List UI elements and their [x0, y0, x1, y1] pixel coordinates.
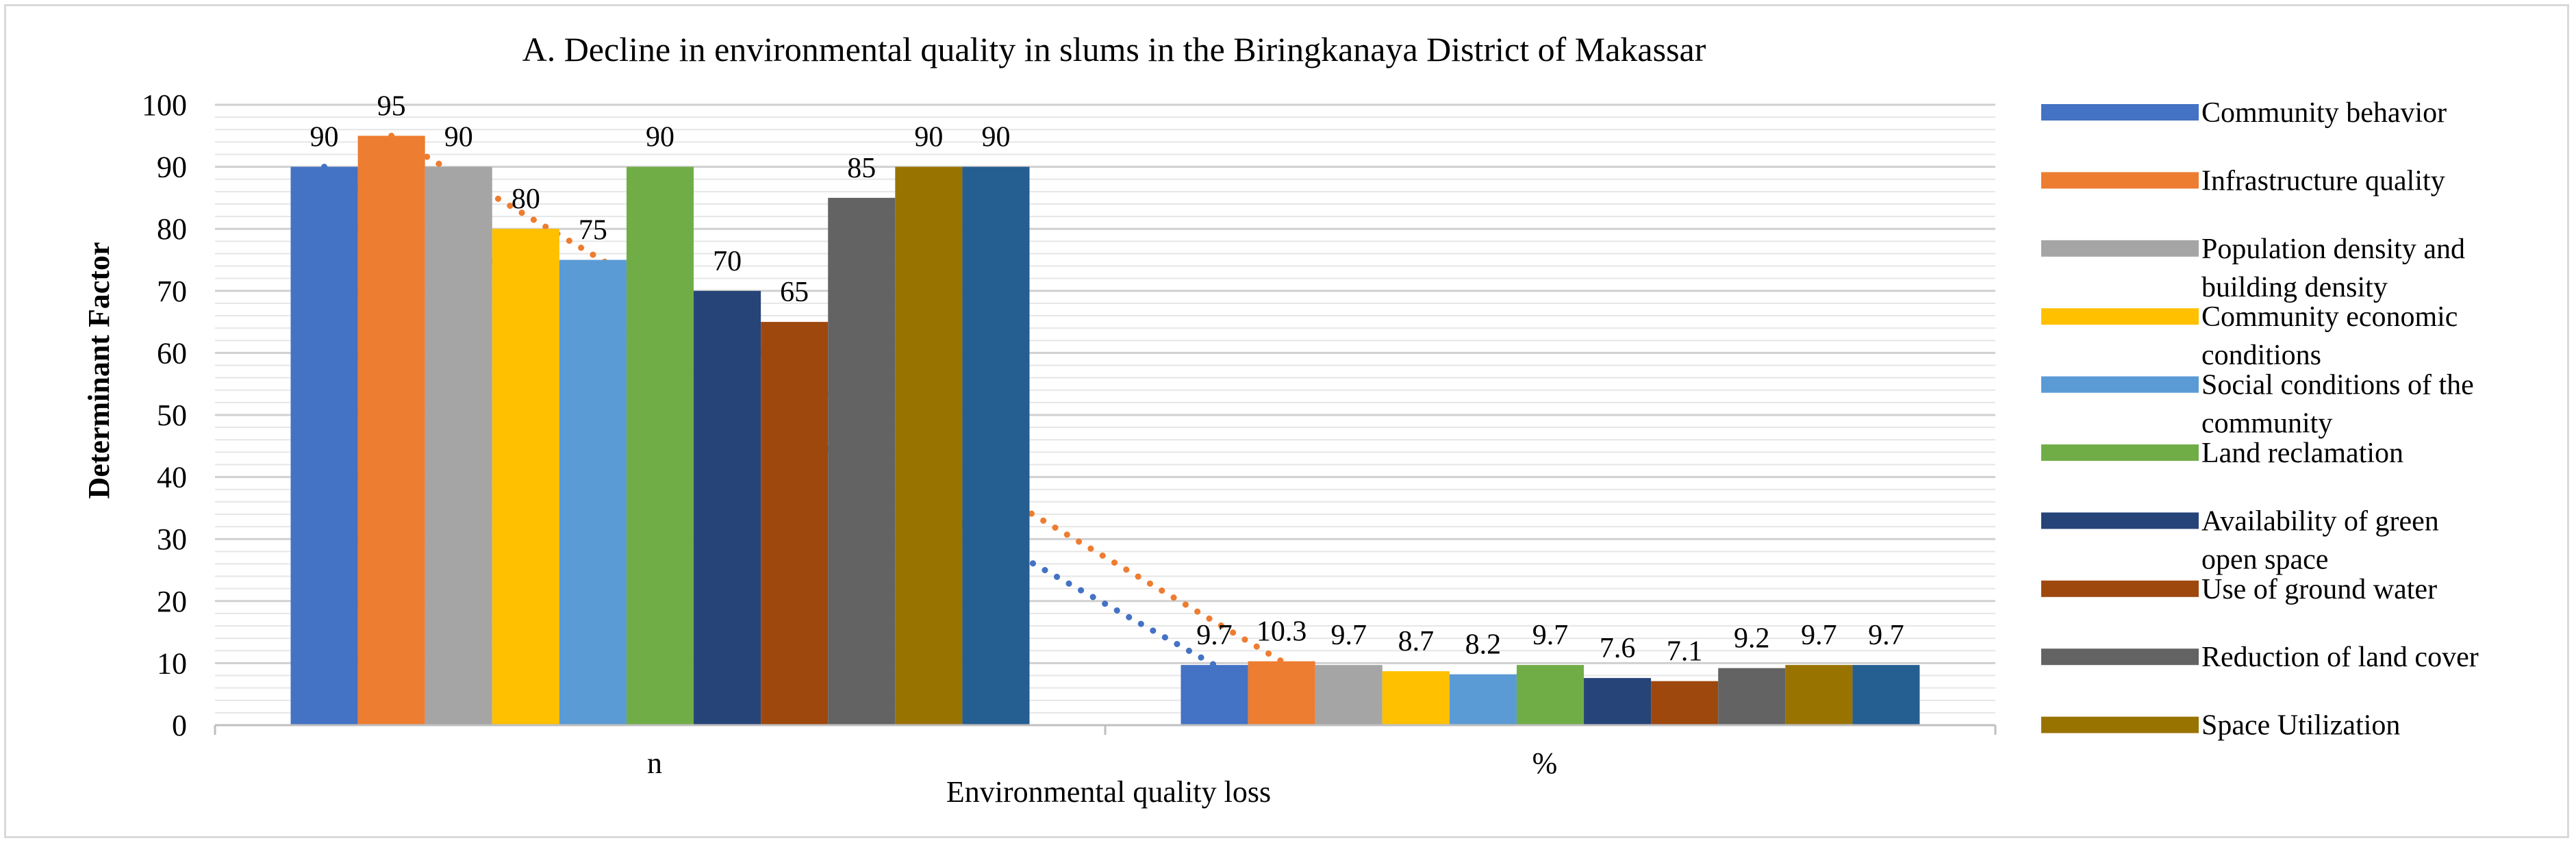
bar	[1315, 665, 1382, 725]
legend-swatch	[2041, 172, 2199, 189]
bar	[1180, 665, 1248, 725]
legend-label: Community behavior	[2201, 97, 2447, 129]
chart-title: A. Decline in environmental quality in s…	[522, 30, 1706, 68]
y-tick-label: 10	[157, 646, 187, 680]
legend-swatch	[2041, 580, 2199, 597]
bar	[290, 166, 358, 726]
data-label: 10.3	[1257, 616, 1307, 648]
data-label: 9.7	[1868, 620, 1904, 651]
data-label: 8.2	[1465, 629, 1502, 661]
y-tick-label: 80	[157, 212, 187, 246]
bar	[1382, 671, 1450, 725]
y-tick-label: 90	[157, 151, 187, 184]
legend-label: Population density and	[2201, 234, 2465, 265]
legend-label: Community economic	[2201, 301, 2458, 333]
data-label: 90	[981, 122, 1010, 153]
x-axis: n%	[214, 724, 1997, 780]
legend-swatch	[2041, 512, 2199, 529]
bar	[425, 166, 492, 726]
y-axis-ticks: 0 10 20 30 40 50 60 70 80 90 100	[142, 88, 187, 742]
data-label: 90	[646, 122, 674, 153]
x-axis-title: Environmental quality loss	[946, 775, 1271, 809]
y-tick-label: 20	[157, 585, 187, 618]
bar	[559, 260, 627, 725]
bar-chart: 90 95 90 80 75 90 70 65 85 90 90 9.7 10.3 9.7 8.7 8.2 9.…	[82, 30, 2479, 809]
legend-label: Space Utilization	[2201, 710, 2400, 742]
y-tick-label: 100	[142, 88, 187, 122]
bar	[1651, 681, 1719, 725]
legend-swatch	[2041, 376, 2199, 393]
y-tick-label: 40	[157, 461, 187, 494]
legend-label: Use of ground water	[2201, 574, 2437, 605]
legend-label: Social conditions of the	[2201, 370, 2474, 401]
data-label: 9.2	[1734, 623, 1770, 655]
x-tick-label: n	[647, 746, 662, 780]
bar	[1449, 674, 1517, 725]
legend: Community behavior Infrastructure quality…	[2041, 97, 2479, 742]
data-label: 7.6	[1600, 633, 1636, 664]
data-label: 90	[444, 122, 473, 153]
bar	[1516, 665, 1584, 725]
bar	[761, 322, 829, 726]
bar	[492, 229, 559, 725]
bar	[962, 166, 1030, 726]
data-label: 85	[847, 153, 876, 184]
legend-label: Availability of green	[2201, 505, 2439, 537]
y-axis-title: Determinant Factor	[82, 242, 116, 499]
bars	[290, 136, 1920, 726]
legend-label: community	[2201, 408, 2332, 440]
y-tick-label: 50	[157, 399, 187, 432]
legend-swatch	[2041, 648, 2199, 666]
bar	[694, 290, 761, 725]
data-label: 65	[780, 277, 809, 308]
bar	[1584, 678, 1652, 725]
bar	[1248, 661, 1315, 725]
legend-swatch	[2041, 716, 2199, 733]
legend-label: open space	[2201, 544, 2328, 575]
data-label: 70	[713, 246, 742, 277]
bar	[828, 197, 896, 725]
data-labels: 90 95 90 80 75 90 70 65 85 90 90 9.7 10.3 9.7 8.7 8.2 9.…	[310, 90, 1904, 667]
legend-label: Infrastructure quality	[2201, 165, 2445, 197]
y-tick-label: 0	[172, 709, 187, 742]
legend-label: building density	[2201, 272, 2388, 303]
data-label: 9.7	[1801, 620, 1837, 651]
data-label: 7.1	[1667, 636, 1703, 668]
data-label: 8.7	[1398, 626, 1435, 657]
legend-label: conditions	[2201, 340, 2321, 371]
legend-swatch	[2041, 308, 2199, 325]
bar	[895, 166, 963, 726]
bar	[1785, 665, 1853, 725]
data-label: 9.7	[1330, 620, 1367, 651]
bar	[1852, 665, 1920, 725]
legend-swatch	[2041, 240, 2199, 257]
y-tick-label: 60	[157, 336, 187, 370]
bar	[357, 136, 425, 726]
data-label: 90	[914, 122, 943, 153]
data-label: 95	[377, 90, 406, 122]
y-tick-label: 70	[157, 275, 187, 308]
legend-swatch	[2041, 444, 2199, 461]
chart-frame: 90 95 90 80 75 90 70 65 85 90 90 9.7 10.3 9.7 8.7 8.2 9.…	[4, 4, 2569, 838]
data-label: 90	[310, 122, 339, 153]
bar	[1718, 668, 1786, 725]
legend-label: Land reclamation	[2201, 438, 2403, 469]
data-label: 9.7	[1196, 620, 1233, 651]
x-tick-label: %	[1532, 746, 1558, 780]
data-label: 75	[579, 215, 607, 247]
bar	[626, 166, 694, 726]
data-label: 9.7	[1532, 620, 1569, 651]
data-label: 80	[512, 184, 540, 215]
legend-label: Reduction of land cover	[2201, 642, 2479, 673]
legend-swatch	[2041, 104, 2199, 121]
y-tick-label: 30	[157, 522, 187, 556]
